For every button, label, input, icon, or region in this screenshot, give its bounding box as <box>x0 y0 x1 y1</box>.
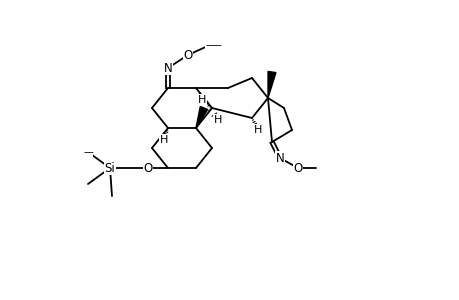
Text: O: O <box>183 49 192 62</box>
Text: —: — <box>83 147 93 157</box>
Text: O: O <box>293 161 302 175</box>
Polygon shape <box>196 106 207 128</box>
Text: —: — <box>212 40 221 50</box>
Text: H: H <box>253 125 262 135</box>
Text: H: H <box>159 135 168 145</box>
Text: N: N <box>163 61 172 74</box>
Text: N: N <box>275 152 284 164</box>
Polygon shape <box>268 71 275 98</box>
Text: O: O <box>143 161 152 175</box>
Text: H: H <box>213 115 222 125</box>
Text: Si: Si <box>104 161 115 175</box>
Text: H: H <box>197 95 206 105</box>
Text: —: — <box>205 40 214 50</box>
